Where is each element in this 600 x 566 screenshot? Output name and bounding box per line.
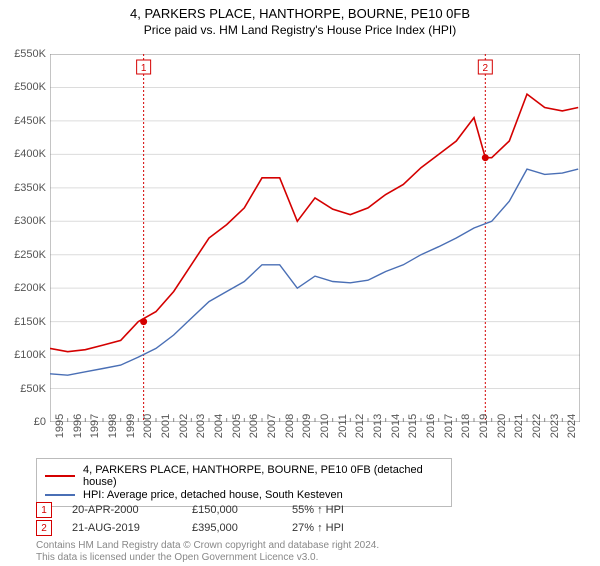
legend-item: 4, PARKERS PLACE, HANTHORPE, BOURNE, PE1… — [45, 464, 443, 488]
x-tick-label: 2002 — [178, 414, 190, 438]
y-tick-label: £250K — [4, 249, 46, 261]
marker-row: 1 20-APR-2000 £150,000 55% ↑ HPI — [36, 502, 344, 518]
x-tick-label: 2021 — [513, 414, 525, 438]
x-tick-label: 2018 — [460, 414, 472, 438]
x-tick-label: 2024 — [566, 414, 578, 438]
chart-subtitle: Price paid vs. HM Land Registry's House … — [0, 23, 600, 37]
legend-swatch — [45, 475, 75, 477]
chart-svg: 12 — [50, 54, 580, 422]
x-tick-label: 2009 — [301, 414, 313, 438]
marker-delta: 55% ↑ HPI — [292, 504, 344, 516]
svg-text:1: 1 — [141, 63, 147, 74]
x-tick-label: 1999 — [125, 414, 137, 438]
marker-price: £150,000 — [192, 504, 292, 516]
marker-date: 21-AUG-2019 — [72, 522, 192, 534]
chart-container: 4, PARKERS PLACE, HANTHORPE, BOURNE, PE1… — [0, 6, 600, 566]
y-tick-label: £450K — [4, 115, 46, 127]
y-tick-label: £200K — [4, 282, 46, 294]
x-tick-label: 2012 — [354, 414, 366, 438]
x-tick-label: 2000 — [142, 414, 154, 438]
x-tick-label: 2023 — [549, 414, 561, 438]
x-tick-label: 2010 — [319, 414, 331, 438]
legend-swatch — [45, 494, 75, 496]
legend-label: 4, PARKERS PLACE, HANTHORPE, BOURNE, PE1… — [83, 464, 443, 488]
marker-badge: 2 — [36, 520, 52, 536]
svg-text:2: 2 — [483, 63, 489, 74]
x-tick-label: 2001 — [160, 414, 172, 438]
x-tick-label: 2007 — [266, 414, 278, 438]
y-tick-label: £400K — [4, 148, 46, 160]
x-tick-label: 2017 — [443, 414, 455, 438]
marker-delta: 27% ↑ HPI — [292, 522, 344, 534]
y-tick-label: £550K — [4, 48, 46, 60]
x-tick-label: 2022 — [531, 414, 543, 438]
marker-row: 2 21-AUG-2019 £395,000 27% ↑ HPI — [36, 520, 344, 536]
x-tick-label: 2008 — [284, 414, 296, 438]
x-tick-label: 2011 — [337, 414, 349, 438]
x-tick-label: 1998 — [107, 414, 119, 438]
y-tick-label: £100K — [4, 349, 46, 361]
x-tick-label: 2020 — [496, 414, 508, 438]
marker-badge: 1 — [36, 502, 52, 518]
x-tick-label: 2004 — [213, 414, 225, 438]
x-tick-label: 2003 — [195, 414, 207, 438]
marker-date: 20-APR-2000 — [72, 504, 192, 516]
y-tick-label: £500K — [4, 81, 46, 93]
x-tick-label: 2013 — [372, 414, 384, 438]
x-tick-label: 2014 — [390, 414, 402, 438]
x-tick-label: 2019 — [478, 414, 490, 438]
x-tick-label: 2006 — [248, 414, 260, 438]
x-tick-label: 2015 — [407, 414, 419, 438]
x-tick-label: 1997 — [89, 414, 101, 438]
x-tick-label: 1996 — [72, 414, 84, 438]
y-tick-label: £350K — [4, 182, 46, 194]
chart-title: 4, PARKERS PLACE, HANTHORPE, BOURNE, PE1… — [0, 6, 600, 21]
footnote-line: Contains HM Land Registry data © Crown c… — [36, 540, 379, 552]
x-tick-label: 2016 — [425, 414, 437, 438]
x-tick-label: 1995 — [54, 414, 66, 438]
marker-table: 1 20-APR-2000 £150,000 55% ↑ HPI 2 21-AU… — [36, 500, 344, 538]
footnote-line: This data is licensed under the Open Gov… — [36, 552, 379, 564]
y-tick-label: £50K — [4, 383, 46, 395]
chart-area: 12 — [50, 54, 580, 422]
y-tick-label: £300K — [4, 215, 46, 227]
marker-price: £395,000 — [192, 522, 292, 534]
x-tick-label: 2005 — [231, 414, 243, 438]
y-tick-label: £150K — [4, 316, 46, 328]
y-tick-label: £0 — [4, 416, 46, 428]
